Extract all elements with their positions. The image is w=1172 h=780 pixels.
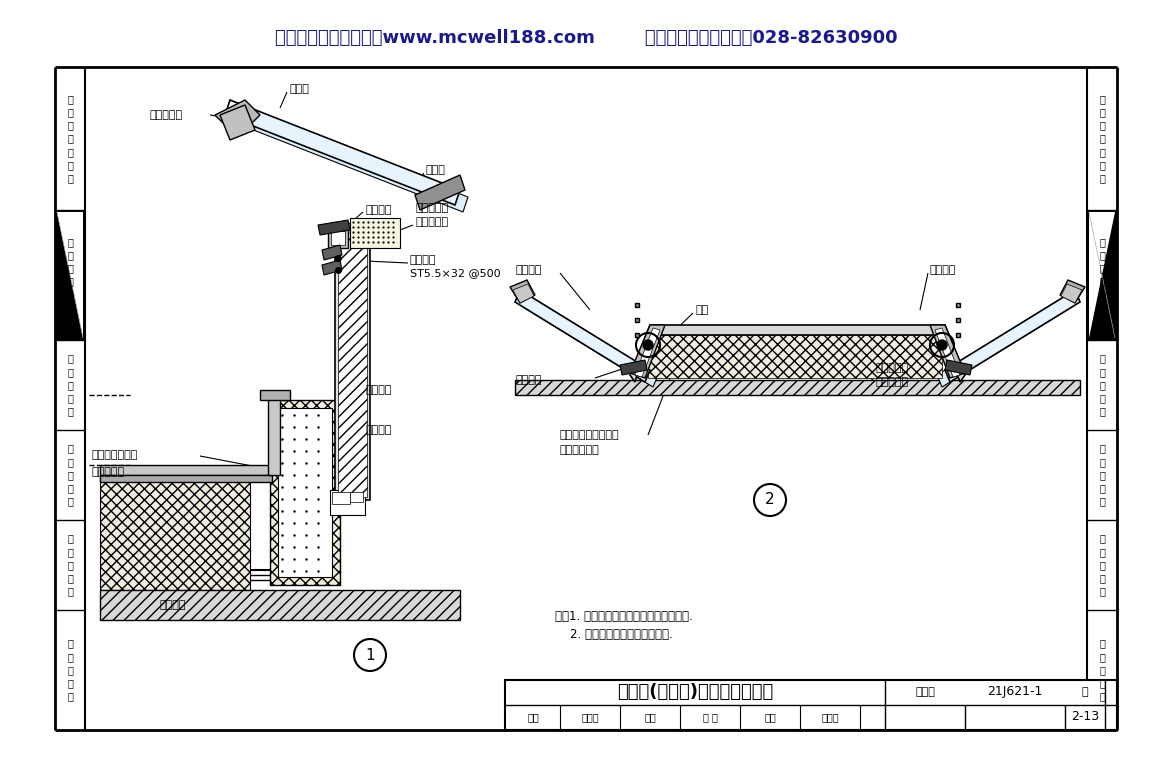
Text: 铝合金窗: 铝合金窗 [515, 265, 541, 275]
Bar [335, 230, 370, 500]
Text: 钢
天
窗
架
天
窗: 钢 天 窗 架 天 窗 [1099, 237, 1105, 313]
Polygon shape [635, 328, 660, 377]
Text: 平
屋
面
罩
体
天
窗: 平 屋 面 罩 体 天 窗 [67, 94, 73, 183]
Text: 注：1. 保温天沟尺寸由产品生产厂家确定.: 注：1. 保温天沟尺寸由产品生产厂家确定. [556, 610, 693, 623]
Polygon shape [631, 325, 965, 382]
Text: 屋面泛水板: 屋面泛水板 [91, 467, 125, 477]
Polygon shape [100, 470, 250, 590]
Text: 页: 页 [1082, 687, 1089, 697]
Bar [270, 400, 340, 585]
Text: 铝合金窗: 铝合金窗 [931, 265, 956, 275]
Text: 2. 屋面构造做法详见工程设计.: 2. 屋面构造做法详见工程设计. [556, 628, 673, 641]
Bar [350, 492, 363, 502]
Text: 成品金属板保温天沟: 成品金属板保温天沟 [560, 430, 620, 440]
Polygon shape [1089, 212, 1115, 338]
Polygon shape [935, 328, 960, 377]
Polygon shape [100, 590, 459, 620]
Text: 加强板与山
墙侧板连接: 加强板与山 墙侧板连接 [875, 363, 908, 387]
Polygon shape [268, 395, 280, 475]
Text: 钢
天
窗
架
天
窗: 钢 天 窗 架 天 窗 [67, 237, 73, 313]
Text: 地
下
室
天
窗: 地 下 室 天 窗 [67, 534, 73, 597]
Text: ST5.5×32 @500: ST5.5×32 @500 [410, 268, 500, 278]
Polygon shape [214, 100, 260, 130]
Text: 加强板: 加强板 [425, 165, 445, 175]
Polygon shape [945, 360, 972, 375]
Text: 21J621-1: 21J621-1 [987, 686, 1043, 699]
Polygon shape [220, 105, 255, 140]
Polygon shape [1061, 284, 1082, 303]
Text: 采光板: 采光板 [289, 84, 309, 94]
Text: 审核: 审核 [527, 712, 539, 722]
Text: 坡
屋
面
天
窗: 坡 屋 面 天 窗 [1099, 444, 1105, 506]
Polygon shape [57, 212, 83, 338]
Text: 导
光
管
采
光: 导 光 管 采 光 [1099, 639, 1105, 701]
Polygon shape [936, 295, 1072, 387]
Text: 密封胶条: 密封胶条 [515, 375, 541, 385]
Text: 屋面做法: 屋面做法 [161, 600, 186, 610]
Text: 坡
屋
面
天
窗: 坡 屋 面 天 窗 [67, 444, 73, 506]
Text: 三角型(下开窗)天窗构造节点图: 三角型(下开窗)天窗构造节点图 [616, 683, 774, 701]
Bar [350, 218, 400, 248]
Text: 成品窗框内
填保温材料: 成品窗框内 填保温材料 [415, 204, 448, 227]
Polygon shape [322, 260, 342, 275]
Polygon shape [620, 360, 647, 375]
Polygon shape [260, 390, 289, 400]
Text: 图集号: 图集号 [915, 687, 935, 697]
Polygon shape [515, 380, 1081, 395]
Text: 密封胶条: 密封胶条 [364, 205, 391, 215]
Text: 2: 2 [765, 492, 775, 508]
Bar [1086, 210, 1117, 340]
Circle shape [936, 340, 947, 350]
Polygon shape [523, 295, 657, 387]
Polygon shape [648, 335, 942, 378]
Bar [278, 408, 332, 577]
Text: 1: 1 [366, 647, 375, 662]
Bar [338, 233, 367, 497]
Polygon shape [318, 220, 350, 235]
Text: 2-13: 2-13 [1071, 711, 1099, 724]
Polygon shape [515, 290, 650, 382]
Text: 保温材料: 保温材料 [364, 385, 391, 395]
Text: 段苗瑛: 段苗瑛 [822, 712, 839, 722]
Bar [505, 680, 1117, 730]
Text: 地
下
室
天
窗: 地 下 室 天 窗 [1099, 534, 1105, 597]
Text: （兼天窗框）: （兼天窗框） [560, 445, 600, 455]
Bar [331, 490, 364, 515]
Bar [55, 210, 86, 340]
Bar [332, 492, 350, 504]
Text: 屋
面
采
光
带: 屋 面 采 光 带 [1099, 353, 1105, 417]
Text: 设计: 设计 [764, 712, 776, 722]
Text: 合页: 合页 [695, 305, 708, 315]
Text: 自攻螺钉: 自攻螺钉 [410, 255, 436, 265]
Text: 李正刚: 李正刚 [581, 712, 599, 722]
Bar [331, 231, 345, 245]
Text: 麦克威电动排烟天窗：www.mcwell188.com        麦克威全国客服热线：028-82630900: 麦克威电动排烟天窗：www.mcwell188.com 麦克威全国客服热线：02… [274, 29, 898, 47]
Bar [328, 228, 348, 248]
Polygon shape [415, 175, 465, 210]
Text: 成品金属泛水板: 成品金属泛水板 [91, 450, 138, 460]
Polygon shape [225, 100, 459, 205]
Circle shape [643, 340, 653, 350]
Polygon shape [631, 325, 665, 378]
Polygon shape [233, 107, 468, 212]
Polygon shape [931, 325, 965, 378]
Polygon shape [513, 284, 534, 303]
Text: 平
屋
面
罩
体
天
窗: 平 屋 面 罩 体 天 窗 [1099, 94, 1105, 183]
Text: 导
光
管
采
光: 导 光 管 采 光 [67, 639, 73, 701]
Polygon shape [100, 465, 272, 475]
Polygon shape [322, 245, 342, 260]
Text: 铝合金窗框: 铝合金窗框 [150, 110, 183, 120]
Polygon shape [100, 475, 272, 482]
Polygon shape [1059, 280, 1085, 303]
Text: 校对: 校对 [645, 712, 656, 722]
Polygon shape [510, 280, 534, 303]
Polygon shape [945, 290, 1081, 382]
Text: 天窗基座: 天窗基座 [364, 425, 391, 435]
Text: 洪 森: 洪 森 [702, 712, 717, 722]
Text: 屋
面
采
光
带: 屋 面 采 光 带 [67, 353, 73, 417]
